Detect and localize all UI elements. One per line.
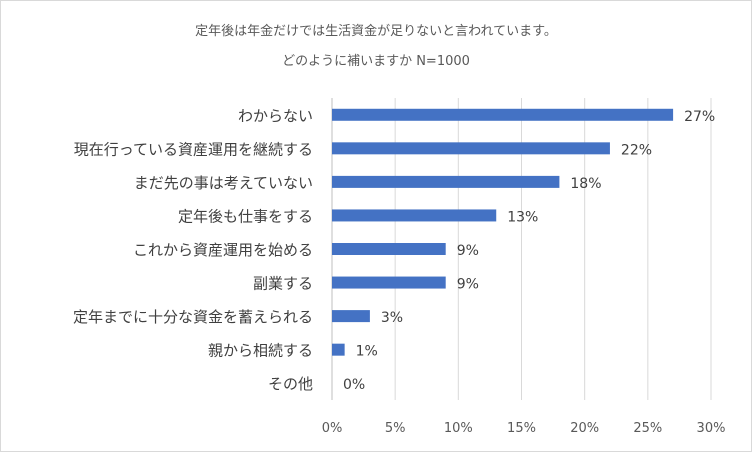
data-label: 27% xyxy=(684,109,715,125)
category-label: その他 xyxy=(268,375,313,393)
data-label: 1% xyxy=(356,344,378,360)
x-tick-label: 10% xyxy=(444,421,473,436)
category-label: 親から相続する xyxy=(208,342,313,360)
category-label: 定年までに十分な資金を蓄えられる xyxy=(73,308,313,326)
bar xyxy=(332,209,497,222)
bar xyxy=(332,142,610,155)
category-label: まだ先の事は考えていない xyxy=(134,174,313,192)
bar xyxy=(332,276,446,289)
bar xyxy=(332,243,446,255)
category-label: 定年後も仕事をする xyxy=(178,207,313,225)
data-label: 22% xyxy=(621,142,652,158)
data-label: 18% xyxy=(570,176,601,192)
x-tick-label: 20% xyxy=(570,421,599,436)
x-tick-label: 5% xyxy=(385,421,406,436)
data-label: 13% xyxy=(507,209,538,225)
category-label: わからない xyxy=(238,107,313,125)
bar xyxy=(332,310,370,323)
bar xyxy=(332,108,674,121)
data-label: 0% xyxy=(343,377,365,393)
bar xyxy=(332,343,345,356)
chart-title-line-2: どのように補いますか N=1000 xyxy=(282,54,470,69)
data-label: 9% xyxy=(457,243,479,259)
bar xyxy=(332,175,560,188)
x-tick-label: 30% xyxy=(697,421,726,436)
category-label: 現在行っている資産運用を継続する xyxy=(74,140,313,158)
category-label: これから資産運用を始める xyxy=(133,241,313,259)
category-label: 副業する xyxy=(253,275,313,293)
chart-title-line-1: 定年後は年金だけでは生活資金が足りないと言われています。 xyxy=(195,24,557,39)
x-tick-label: 25% xyxy=(633,421,662,436)
x-tick-label: 0% xyxy=(322,421,343,436)
data-label: 9% xyxy=(457,277,479,293)
data-label: 3% xyxy=(381,310,403,326)
x-tick-label: 15% xyxy=(507,421,536,436)
